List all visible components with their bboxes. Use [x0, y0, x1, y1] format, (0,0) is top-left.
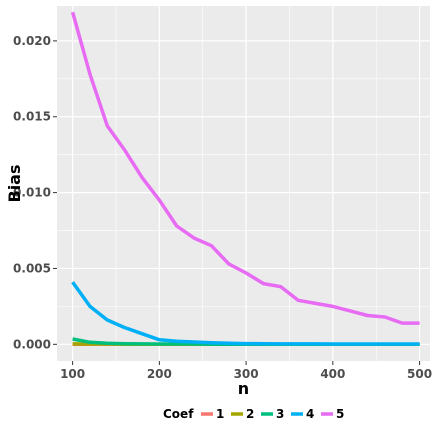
legend-label-coef-5: 5: [336, 407, 344, 421]
x-tick-label: 100: [60, 367, 85, 381]
y-tick-label: 0.020: [13, 34, 51, 48]
plot-panel: [57, 6, 430, 361]
y-tick-label: 0.005: [13, 261, 51, 275]
x-tick-label: 500: [407, 367, 432, 381]
y-tick-label: 0.000: [13, 337, 51, 351]
y-tick-label: 0.015: [13, 110, 51, 124]
legend-label-coef-1: 1: [216, 407, 224, 421]
legend-label-coef-3: 3: [276, 407, 284, 421]
legend-label-coef-2: 2: [246, 407, 254, 421]
x-tick-label: 200: [147, 367, 172, 381]
legend: Coef 1 2 3 4 5: [163, 407, 344, 421]
y-axis-title: Bias: [5, 165, 24, 203]
legend-label-coef-4: 4: [306, 407, 314, 421]
x-axis-title: n: [238, 379, 249, 398]
legend-title: Coef: [163, 407, 194, 421]
x-tick-label: 400: [320, 367, 345, 381]
